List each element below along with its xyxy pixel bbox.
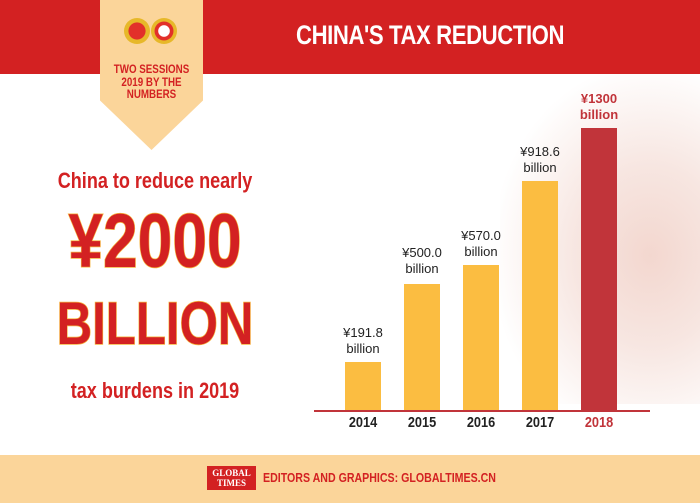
bar-2018 bbox=[581, 128, 617, 410]
bar-2014 bbox=[345, 362, 381, 410]
bar-2015 bbox=[404, 284, 440, 410]
cppcc-emblem-icon bbox=[151, 18, 177, 44]
ribbon-text: TWO SESSIONS 2019 BY THE NUMBERS bbox=[113, 64, 190, 101]
x-axis-line bbox=[314, 410, 650, 412]
headline-unit: BILLION bbox=[56, 290, 254, 357]
page-title: CHINA'S TAX REDUCTION bbox=[296, 20, 565, 50]
bar-label-2015: ¥500.0 billion bbox=[402, 245, 442, 276]
bar-2017 bbox=[522, 181, 558, 410]
footer-bar bbox=[0, 455, 700, 503]
headline-outro: tax burdens in 2019 bbox=[70, 378, 240, 403]
year-label-2015: 2015 bbox=[407, 414, 437, 431]
headline-amount: ¥2000 bbox=[68, 199, 243, 284]
year-label-2014: 2014 bbox=[348, 414, 378, 431]
year-label-2018: 2018 bbox=[584, 414, 614, 431]
bar-label-2016: ¥570.0 billion bbox=[461, 228, 501, 259]
bar-label-2018: ¥1300 billion bbox=[579, 91, 619, 122]
footer-credit: EDITORS AND GRAPHICS: GLOBALTIMES.CN bbox=[263, 471, 496, 485]
bar-label-2014: ¥191.8 billion bbox=[343, 325, 383, 356]
bar-label-2017: ¥918.6 billion bbox=[520, 144, 560, 175]
headline-intro: China to reduce nearly bbox=[57, 168, 253, 193]
global-times-logo: GLOBAL TIMES bbox=[207, 466, 256, 490]
national-emblem-icon bbox=[124, 18, 150, 44]
year-label-2016: 2016 bbox=[466, 414, 496, 431]
year-label-2017: 2017 bbox=[525, 414, 555, 431]
bar-2016 bbox=[463, 265, 499, 410]
